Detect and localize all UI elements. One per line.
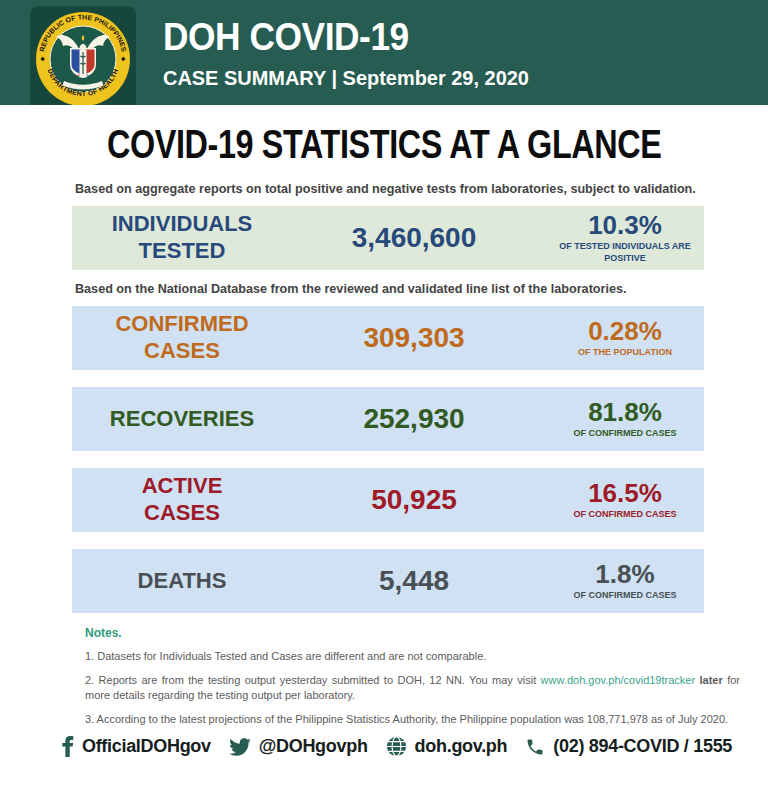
stat-label: DEATHS — [72, 568, 274, 595]
page-title: COVID-19 STATISTICS AT A GLANCE — [107, 122, 661, 167]
website-url: doh.gov.ph — [415, 736, 508, 757]
header-banner: REPUBLIC OF THE PHILIPPINES DEPARTMENT O… — [0, 0, 768, 105]
footer-contacts: OfficialDOHgov @DOHgovph doh.gov.ph (02)… — [0, 736, 768, 757]
stat-row-recoveries: RECOVERIES 252,930 81.8% OF CONFIRMED CA… — [72, 387, 704, 451]
notes-section: Notes. 1. Datasets for Individuals Teste… — [85, 626, 740, 726]
phone-number: (02) 894-COVID / 1555 — [553, 736, 732, 757]
section1-note: Based on aggregate reports on total posi… — [75, 181, 696, 196]
stat-value: 5,448 — [274, 565, 554, 597]
stat-label: RECOVERIES — [72, 406, 274, 433]
stat-value: 3,460,600 — [274, 222, 554, 254]
stat-percent-value: 0.28% — [554, 318, 696, 345]
stat-percent: 10.3% OF TESTED INDIVIDUALS ARE POSITIVE — [554, 212, 704, 265]
stat-value: 252,930 — [274, 403, 554, 435]
stat-percent-caption: OF CONFIRMED CASES — [554, 590, 696, 602]
page: REPUBLIC OF THE PHILIPPINES DEPARTMENT O… — [0, 0, 768, 795]
stat-percent-caption: OF THE POPULATION — [554, 347, 696, 359]
stat-percent: 16.5% OF CONFIRMED CASES — [554, 480, 704, 521]
note-2-bold: later — [695, 674, 723, 686]
stat-percent-value: 16.5% — [554, 480, 696, 507]
stat-row-confirmed-cases: CONFIRMED CASES 309,303 0.28% OF THE POP… — [72, 306, 704, 370]
stat-percent: 0.28% OF THE POPULATION — [554, 318, 704, 359]
section2-note: Based on the National Database from the … — [75, 281, 626, 296]
stat-percent-caption: OF CONFIRMED CASES — [554, 509, 696, 521]
phone-contact[interactable]: (02) 894-COVID / 1555 — [525, 736, 732, 757]
website-contact[interactable]: doh.gov.ph — [386, 736, 508, 757]
facebook-contact[interactable]: OfficialDOHgov — [62, 736, 211, 757]
facebook-icon — [62, 736, 74, 757]
stat-row-active-cases: ACTIVE CASES 50,925 16.5% OF CONFIRMED C… — [72, 468, 704, 532]
twitter-contact[interactable]: @DOHgovph — [229, 736, 368, 757]
stat-percent: 1.8% OF CONFIRMED CASES — [554, 561, 704, 602]
stat-percent-value: 81.8% — [554, 399, 696, 426]
note-3: 3. According to the latest projections o… — [85, 712, 740, 727]
stat-value: 50,925 — [274, 484, 554, 516]
note-1: 1. Datasets for Individuals Tested and C… — [85, 649, 740, 664]
stat-label: INDIVIDUALS TESTED — [72, 211, 274, 265]
notes-heading: Notes. — [85, 626, 740, 640]
stat-label: ACTIVE CASES — [72, 473, 274, 527]
stat-value: 309,303 — [274, 322, 554, 354]
note-2-text: 2. Reports are from the testing output y… — [85, 674, 541, 686]
stat-percent-caption: OF TESTED INDIVIDUALS ARE POSITIVE — [554, 241, 696, 264]
header-subtitle: CASE SUMMARY | September 29, 2020 — [163, 66, 529, 90]
globe-icon — [386, 736, 407, 757]
doh-seal-icon: REPUBLIC OF THE PHILIPPINES DEPARTMENT O… — [30, 6, 136, 105]
twitter-icon — [229, 738, 251, 756]
stat-label: CONFIRMED CASES — [72, 311, 274, 365]
stat-percent-caption: OF CONFIRMED CASES — [554, 428, 696, 440]
facebook-handle: OfficialDOHgov — [82, 736, 211, 757]
stat-percent-value: 1.8% — [554, 561, 696, 588]
twitter-handle: @DOHgovph — [259, 736, 368, 757]
stat-row-individuals-tested: INDIVIDUALS TESTED 3,460,600 10.3% OF TE… — [72, 206, 704, 270]
note-2: 2. Reports are from the testing output y… — [85, 673, 740, 703]
phone-icon — [525, 737, 545, 757]
doh-logo: REPUBLIC OF THE PHILIPPINES DEPARTMENT O… — [30, 6, 136, 105]
stat-row-deaths: DEATHS 5,448 1.8% OF CONFIRMED CASES — [72, 549, 704, 613]
stat-percent-value: 10.3% — [554, 212, 696, 239]
stat-percent: 81.8% OF CONFIRMED CASES — [554, 399, 704, 440]
covid-tracker-link[interactable]: www.doh.gov.ph/covid19tracker — [541, 674, 696, 686]
app-title: DOH COVID-19 — [163, 16, 521, 59]
